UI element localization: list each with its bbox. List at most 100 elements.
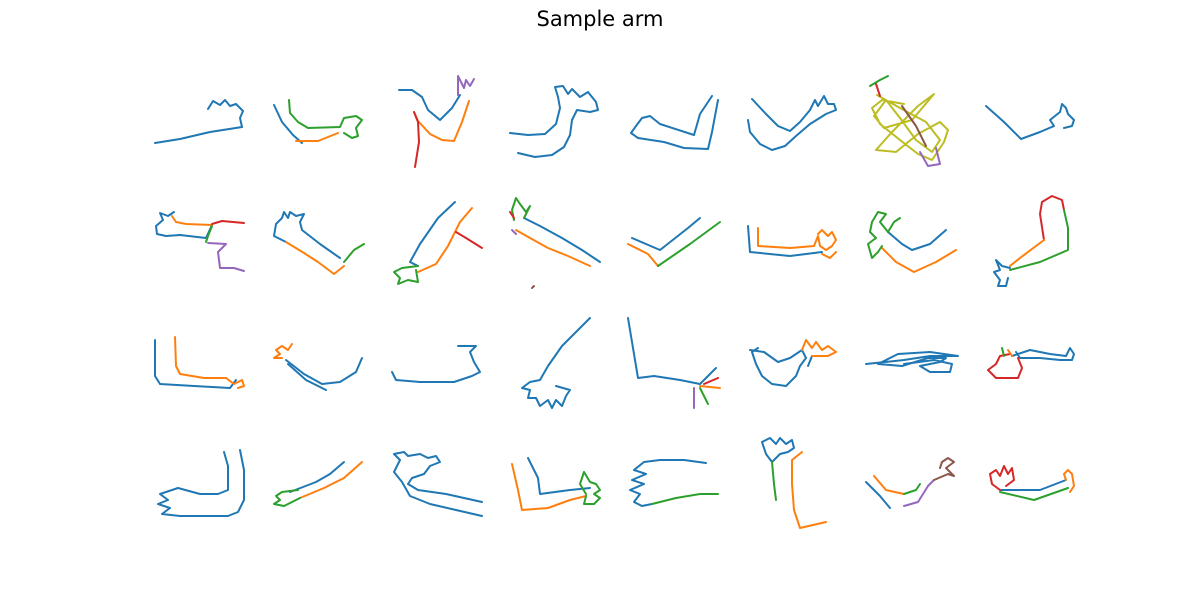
sketch-r2-c8 bbox=[993, 195, 1069, 287]
stroke bbox=[699, 385, 721, 389]
stroke bbox=[821, 251, 837, 259]
stroke bbox=[651, 493, 719, 505]
stroke bbox=[521, 317, 591, 409]
stroke bbox=[154, 339, 237, 389]
stroke bbox=[630, 95, 719, 150]
stroke bbox=[174, 336, 245, 389]
stroke bbox=[515, 229, 591, 267]
stroke bbox=[398, 89, 461, 121]
stroke bbox=[901, 105, 927, 147]
stroke bbox=[699, 387, 709, 405]
sketch-r4-c3 bbox=[393, 451, 483, 517]
sketch-r1-c2 bbox=[273, 99, 363, 144]
stroke bbox=[627, 317, 717, 385]
stroke bbox=[531, 285, 535, 289]
sketch-r3-c2 bbox=[273, 343, 363, 391]
stroke bbox=[285, 241, 345, 275]
sketch-r1-c8 bbox=[985, 103, 1075, 140]
stroke bbox=[801, 339, 837, 357]
stroke bbox=[657, 221, 721, 267]
stroke bbox=[627, 243, 659, 267]
stroke bbox=[413, 111, 420, 168]
stroke bbox=[749, 347, 807, 387]
sketch-r1-c7 bbox=[869, 75, 949, 167]
stroke bbox=[155, 211, 213, 239]
stroke bbox=[455, 231, 483, 249]
stroke bbox=[527, 457, 591, 495]
stroke bbox=[987, 353, 1023, 379]
stroke bbox=[631, 217, 701, 251]
sketch-r2-c1 bbox=[155, 211, 245, 272]
stroke bbox=[287, 363, 327, 391]
stroke bbox=[273, 104, 303, 144]
stroke bbox=[288, 99, 363, 139]
sketch-r3-c6 bbox=[749, 339, 837, 387]
stroke bbox=[523, 217, 601, 263]
stroke bbox=[903, 479, 935, 507]
sketch-r2-c4 bbox=[509, 197, 601, 289]
stroke bbox=[511, 197, 531, 221]
sketch-r3-c7 bbox=[865, 351, 959, 373]
sketch-r4-c1 bbox=[157, 449, 245, 517]
sketch-r1-c3 bbox=[398, 75, 475, 168]
sketch-r3-c8 bbox=[987, 347, 1075, 379]
stroke bbox=[417, 207, 473, 273]
sketch-r1-c6 bbox=[747, 95, 837, 151]
stroke bbox=[409, 201, 456, 267]
stroke bbox=[869, 75, 889, 87]
sketch-r3-c1 bbox=[154, 336, 245, 389]
stroke bbox=[343, 243, 365, 263]
stroke bbox=[867, 211, 889, 259]
sketch-r2-c5 bbox=[627, 217, 721, 267]
stroke bbox=[457, 75, 475, 96]
stroke bbox=[393, 265, 419, 285]
sketch-r4-c7 bbox=[865, 457, 955, 509]
stroke bbox=[875, 83, 881, 97]
stroke bbox=[1063, 469, 1075, 493]
sketch-r1-c4 bbox=[509, 85, 599, 158]
sketch-r2-c3 bbox=[393, 201, 483, 285]
stroke bbox=[1009, 209, 1069, 271]
stroke bbox=[205, 225, 213, 243]
stroke bbox=[993, 259, 1011, 287]
stroke bbox=[273, 343, 293, 359]
sketch-r2-c6 bbox=[747, 225, 837, 259]
stroke bbox=[1009, 239, 1045, 267]
stroke bbox=[771, 461, 777, 501]
stroke bbox=[509, 211, 515, 219]
stroke bbox=[299, 461, 363, 499]
stroke bbox=[207, 242, 245, 272]
sketch-r3-c3 bbox=[391, 345, 481, 383]
stroke bbox=[873, 475, 905, 495]
sketch-r4-c5 bbox=[629, 459, 719, 507]
stroke bbox=[865, 481, 891, 509]
stroke bbox=[413, 100, 470, 142]
stroke bbox=[1011, 347, 1075, 361]
stroke bbox=[511, 229, 517, 235]
sketch-r2-c7 bbox=[867, 211, 957, 273]
sketch-r2-c2 bbox=[273, 211, 365, 275]
stroke bbox=[211, 220, 245, 225]
stroke bbox=[703, 377, 719, 385]
stroke bbox=[273, 211, 341, 259]
stroke bbox=[295, 132, 339, 142]
stroke bbox=[171, 215, 213, 226]
stroke bbox=[511, 463, 587, 511]
stroke bbox=[747, 95, 837, 151]
stroke bbox=[999, 479, 1067, 491]
stroke bbox=[1007, 349, 1013, 357]
stroke bbox=[273, 489, 301, 507]
stroke bbox=[629, 459, 707, 507]
sketch-r1-c5 bbox=[630, 95, 719, 150]
stroke bbox=[999, 487, 1069, 501]
stroke bbox=[933, 457, 955, 481]
stroke bbox=[1001, 347, 1005, 357]
stroke bbox=[881, 247, 957, 273]
stroke bbox=[887, 217, 901, 233]
stroke bbox=[989, 465, 1015, 491]
stroke bbox=[871, 93, 949, 161]
stroke bbox=[391, 345, 481, 383]
stroke bbox=[761, 437, 795, 463]
stroke bbox=[1039, 195, 1065, 241]
figure-title: Sample arm bbox=[536, 7, 664, 31]
